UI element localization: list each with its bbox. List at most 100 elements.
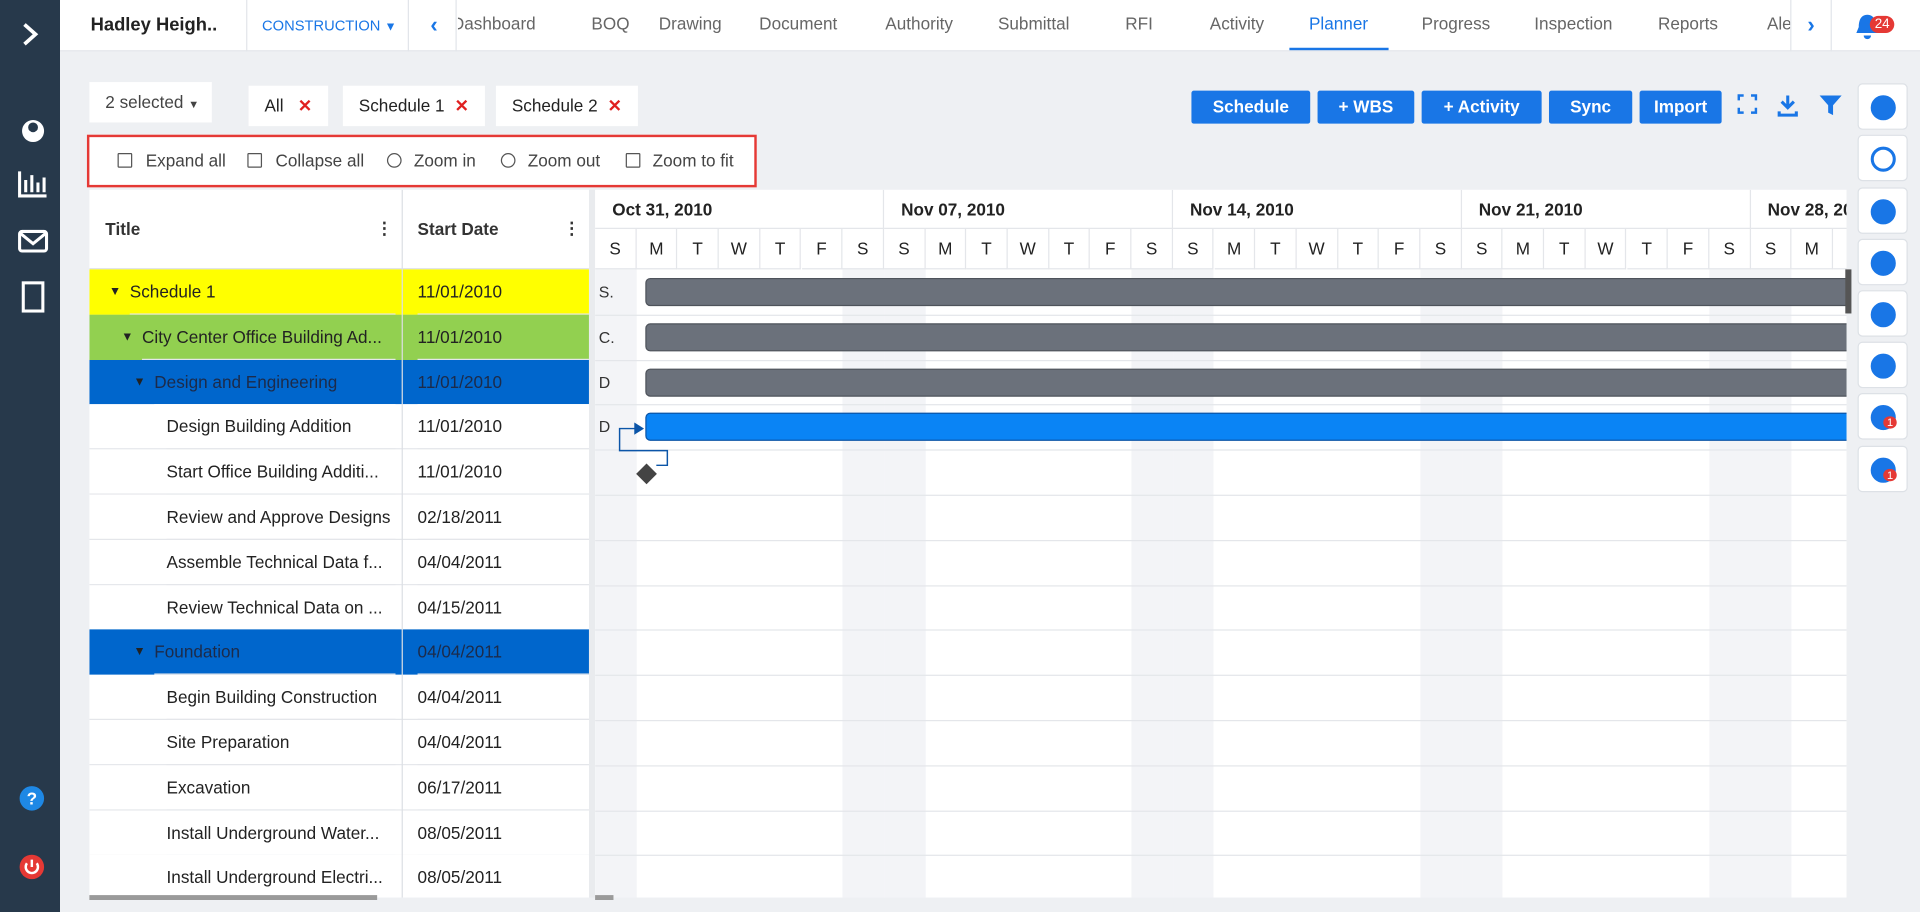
task-title[interactable]: Review Technical Data on ... — [166, 585, 396, 631]
sidebar-button[interactable]: 1 — [1857, 445, 1908, 493]
gantt-vscroll[interactable] — [1845, 269, 1852, 314]
sidebar-button[interactable]: 1 — [1857, 393, 1908, 440]
task-start-date: 08/05/2011 — [418, 855, 589, 897]
task-title[interactable]: Begin Building Construction — [166, 675, 396, 721]
gantt-bar[interactable] — [645, 323, 1847, 352]
task-title[interactable]: Design and Engineering — [154, 360, 396, 405]
chip-remove[interactable]: ✕ — [454, 95, 469, 116]
gantt-bar[interactable] — [645, 413, 1847, 442]
weekend-shade — [595, 269, 637, 898]
filter-chip: Schedule 1 ✕ — [342, 85, 485, 127]
row-label: S. — [598, 282, 614, 302]
task-title[interactable]: Schedule 1 — [129, 269, 396, 315]
gantt-row-line — [595, 765, 1847, 767]
action-button[interactable]: + Activity — [1421, 90, 1542, 124]
row-bg — [89, 494, 589, 540]
expand-toggle[interactable]: ▼ — [133, 645, 146, 660]
nav-tab[interactable]: Document — [759, 13, 838, 34]
nav-tab[interactable]: Activity — [1209, 13, 1265, 34]
action-button[interactable]: Import — [1639, 90, 1722, 124]
zoom-action[interactable]: Expand all — [145, 150, 226, 171]
task-title[interactable]: Review and Approve Designs — [166, 495, 396, 540]
zoom-action[interactable]: Zoom to fit — [652, 150, 734, 171]
sidebar-button[interactable] — [1857, 290, 1908, 337]
zoom-icon — [386, 153, 402, 168]
sidebar-badge: 1 — [1883, 468, 1897, 482]
nav-tab[interactable]: BOQ — [591, 13, 630, 34]
filter-chip: All ✕ — [248, 85, 329, 127]
action-button[interactable]: + WBS — [1317, 90, 1415, 124]
gantt-row-line — [595, 584, 1847, 587]
gantt-bar[interactable] — [645, 368, 1847, 397]
weekend-shade — [1172, 269, 1215, 898]
zoom-icon — [625, 153, 641, 168]
zoom-action[interactable]: Zoom in — [413, 150, 476, 171]
day-header: S — [595, 228, 637, 270]
active-tab-underline — [1289, 47, 1389, 51]
mode-dropdown[interactable]: CONSTRUCTION ▼ — [246, 0, 409, 52]
chip-remove[interactable]: ✕ — [297, 95, 313, 116]
nav-tab[interactable]: RFI — [1125, 13, 1153, 34]
week-header: Nov 07, 2010 — [883, 189, 1173, 229]
nav-tab[interactable]: Reports — [1657, 13, 1718, 34]
schedule-selector[interactable]: 2 selected ▼ — [89, 82, 212, 123]
nav-icons: ? — [18, 23, 49, 880]
sidebar-button[interactable] — [1857, 187, 1908, 234]
notifications[interactable]: 24 — [1854, 10, 1903, 42]
project-name[interactable]: Hadley Heigh.. — [90, 14, 218, 36]
action-button[interactable]: Schedule — [1191, 90, 1311, 124]
task-title[interactable]: Start Office Building Additi... — [166, 450, 396, 495]
chip-remove[interactable]: ✕ — [607, 95, 623, 116]
weekend-shade — [1750, 269, 1792, 898]
task-title[interactable]: Install Underground Electri... — [167, 855, 396, 897]
sidebar-button[interactable] — [1857, 238, 1908, 286]
tool-icons[interactable] — [1734, 91, 1847, 123]
sidebar-button[interactable] — [1857, 341, 1908, 389]
expand-toggle[interactable]: ▼ — [121, 330, 134, 344]
tabs-prev[interactable]: ‹ — [413, 0, 457, 52]
weekend-shade — [883, 269, 926, 898]
task-start-date: 11/01/2010 — [417, 450, 589, 495]
sidebar-button[interactable] — [1857, 134, 1908, 182]
nav-tab[interactable]: Authority — [885, 13, 953, 34]
expand-toggle[interactable]: ▼ — [108, 285, 122, 299]
action-button[interactable]: Sync — [1548, 90, 1633, 124]
nav-tab[interactable]: Submittal — [997, 13, 1070, 34]
task-title[interactable]: Foundation — [154, 630, 396, 676]
day-header: S — [1709, 228, 1751, 270]
day-header: S — [1131, 228, 1173, 270]
nav-tab[interactable]: Dashboard — [457, 13, 536, 34]
nav-tab[interactable]: Alert — [1766, 13, 1790, 34]
mode-label: CONSTRUCTION — [262, 17, 381, 35]
column-divider — [401, 269, 403, 898]
zoom-action[interactable]: Zoom out — [527, 150, 601, 171]
grid-hscroll[interactable] — [89, 895, 378, 900]
task-title[interactable]: Install Underground Water... — [166, 810, 396, 856]
task-title[interactable]: Assemble Technical Data f... — [166, 540, 396, 586]
weekend-shade — [1461, 269, 1503, 898]
gantt-bar[interactable] — [645, 277, 1847, 307]
day-header: T — [1833, 229, 1847, 270]
tabs-next[interactable]: › — [1790, 0, 1832, 52]
gantt-row-line — [595, 494, 1847, 496]
column-menu: ⋮ — [375, 217, 394, 238]
task-start-date: 11/01/2010 — [417, 314, 589, 360]
nav-tab[interactable]: Inspection — [1534, 13, 1613, 34]
zoom-action[interactable]: Collapse all — [275, 150, 365, 171]
expand-toggle[interactable]: ▼ — [133, 375, 146, 389]
sidebar-button[interactable] — [1857, 83, 1908, 130]
nav-tab[interactable]: Planner — [1308, 13, 1369, 34]
gantt-hscroll[interactable] — [595, 895, 614, 900]
task-title[interactable]: Excavation — [166, 765, 396, 811]
day-header: T — [677, 228, 719, 270]
row-bg — [89, 269, 589, 315]
task-title[interactable]: City Center Office Building Ad... — [142, 314, 396, 360]
nav-tab[interactable]: Progress — [1421, 13, 1491, 34]
task-title[interactable]: Site Preparation — [166, 720, 396, 766]
nav-tab[interactable]: Drawing — [658, 13, 722, 34]
gantt-row-line — [595, 404, 1847, 406]
week-header: Nov 28, 2010 — [1750, 190, 1847, 229]
column-header: Start Date — [417, 219, 499, 239]
row-bg — [89, 359, 589, 405]
task-title[interactable]: Design Building Addition — [166, 405, 396, 450]
